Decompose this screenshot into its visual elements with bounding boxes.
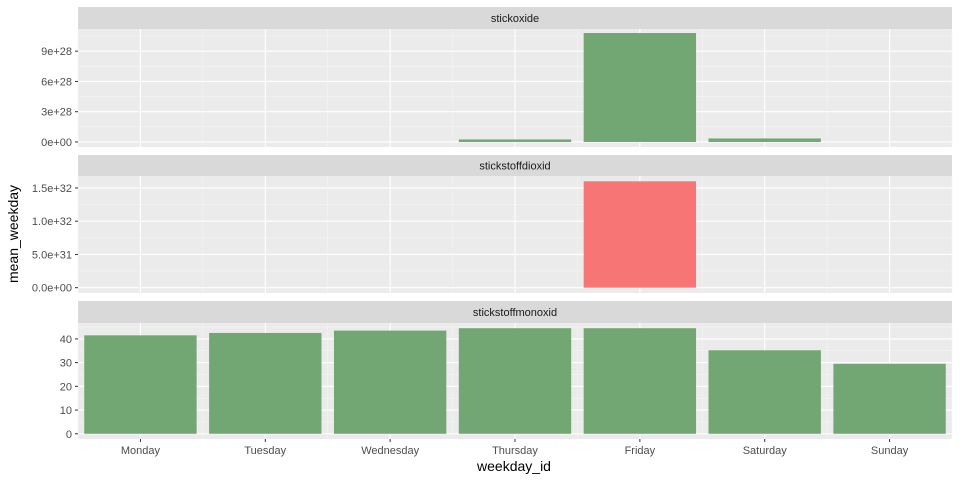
bar-stickstoffmonoxid-wednesday — [333, 330, 447, 434]
x-tick-label-friday: Friday — [625, 445, 656, 457]
bar-stickoxide-saturday — [708, 138, 821, 142]
facet-stickoxide: stickoxide 0e+00 3e+28 6e+28 9e+28 — [41, 7, 953, 149]
x-tick-label-monday: Monday — [121, 445, 161, 457]
y-tick-label: 40 — [60, 334, 72, 346]
x-tick-label-saturday: Saturday — [743, 445, 788, 457]
x-tick-label-tuesday: Tuesday — [244, 445, 286, 457]
x-tick-label-wednesday: Wednesday — [361, 445, 419, 457]
bar-stickstoffdioxid-friday — [583, 181, 697, 288]
bar-stickstoffmonoxid-thursday — [458, 328, 572, 434]
bar-stickstoffmonoxid-monday — [84, 335, 197, 434]
y-tick-label: 3e+28 — [41, 107, 72, 119]
y-tick-label: 0e+00 — [41, 137, 72, 149]
bar-stickoxide-friday — [583, 33, 697, 142]
x-tick-label-sunday: Sunday — [871, 445, 909, 457]
facet-strip — [78, 155, 952, 176]
x-tick-label-thursday: Thursday — [492, 445, 538, 457]
y-tick-label: 0.0e+00 — [32, 283, 72, 295]
bar-stickoxide-thursday — [458, 139, 572, 142]
facet-stickstoffmonoxid: stickstoffmonoxid 0 10 20 30 40 — [60, 301, 953, 441]
facet-strip-label: stickstoffmonoxid — [473, 307, 557, 319]
y-tick-label: 30 — [60, 358, 72, 370]
y-tick-label: 20 — [60, 381, 72, 393]
y-tick-label: 6e+28 — [41, 76, 72, 88]
bar-stickstoffmonoxid-tuesday — [209, 332, 322, 434]
bar-stickstoffmonoxid-sunday — [833, 363, 946, 434]
y-tick-label: 0 — [66, 429, 72, 441]
y-axis-title: mean_weekday — [5, 185, 21, 283]
facet-strip-label: stickstoffdioxid — [479, 161, 550, 173]
bar-stickstoffmonoxid-friday — [583, 328, 697, 434]
y-tick-label: 5.0e+31 — [32, 249, 72, 261]
bar-stickstoffmonoxid-saturday — [708, 350, 821, 434]
facet-strip-label: stickoxide — [491, 13, 539, 25]
facet-strip — [78, 301, 952, 323]
y-tick-label: 10 — [60, 405, 72, 417]
y-tick-label: 9e+28 — [41, 46, 72, 58]
y-tick-label: 1.0e+32 — [32, 216, 72, 228]
x-axis-title: weekday_id — [476, 458, 551, 474]
facet-stickstoffdioxid: stickstoffdioxid 0.0e+00 5.0e+31 1.0e+32 1.5… — [32, 155, 953, 295]
y-tick-label: 1.5e+32 — [32, 183, 72, 195]
facet-strip — [78, 7, 952, 29]
